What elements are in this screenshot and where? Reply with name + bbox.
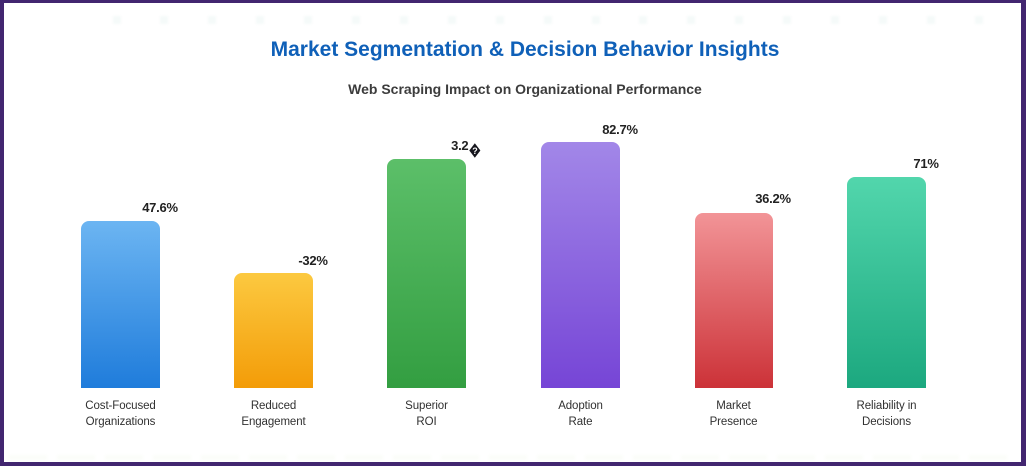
svg-text:?: ? — [473, 146, 478, 156]
